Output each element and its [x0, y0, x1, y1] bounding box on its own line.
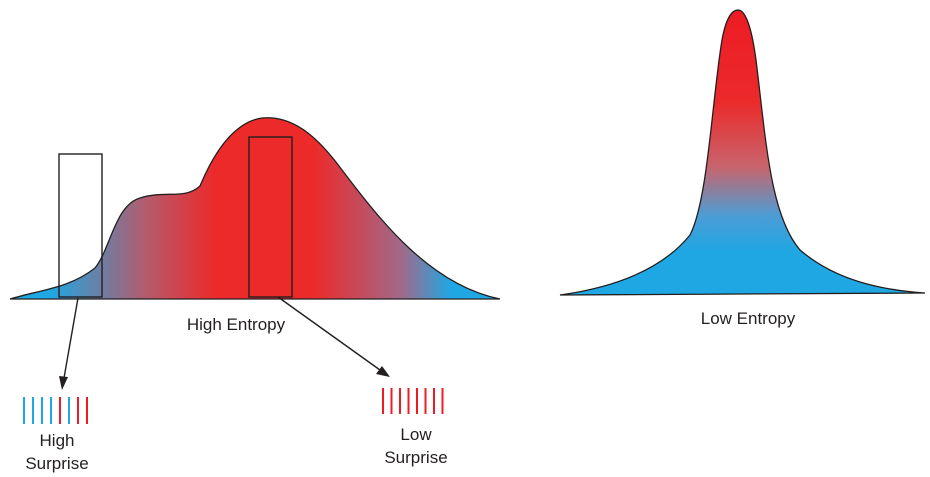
high-surprise-ticks — [23, 397, 88, 424]
low-surprise-label-line1: Low — [400, 425, 432, 444]
high-surprise-label-line1: High — [40, 431, 75, 450]
low-surprise-ticks — [382, 388, 444, 414]
arrow-to-high-surprise — [59, 297, 79, 390]
low-entropy-curve — [559, 9, 926, 296]
low-surprise-label-line2: Surprise — [384, 448, 447, 467]
high-surprise-label-line2: Surprise — [25, 454, 88, 473]
low-surprise-window — [248, 136, 293, 298]
high-entropy-label: High Entropy — [187, 315, 286, 334]
high-entropy-curve — [9, 117, 501, 300]
low-entropy-label: Low Entropy — [701, 309, 796, 328]
arrow-to-low-surprise — [277, 296, 390, 377]
high-surprise-window — [58, 153, 103, 298]
